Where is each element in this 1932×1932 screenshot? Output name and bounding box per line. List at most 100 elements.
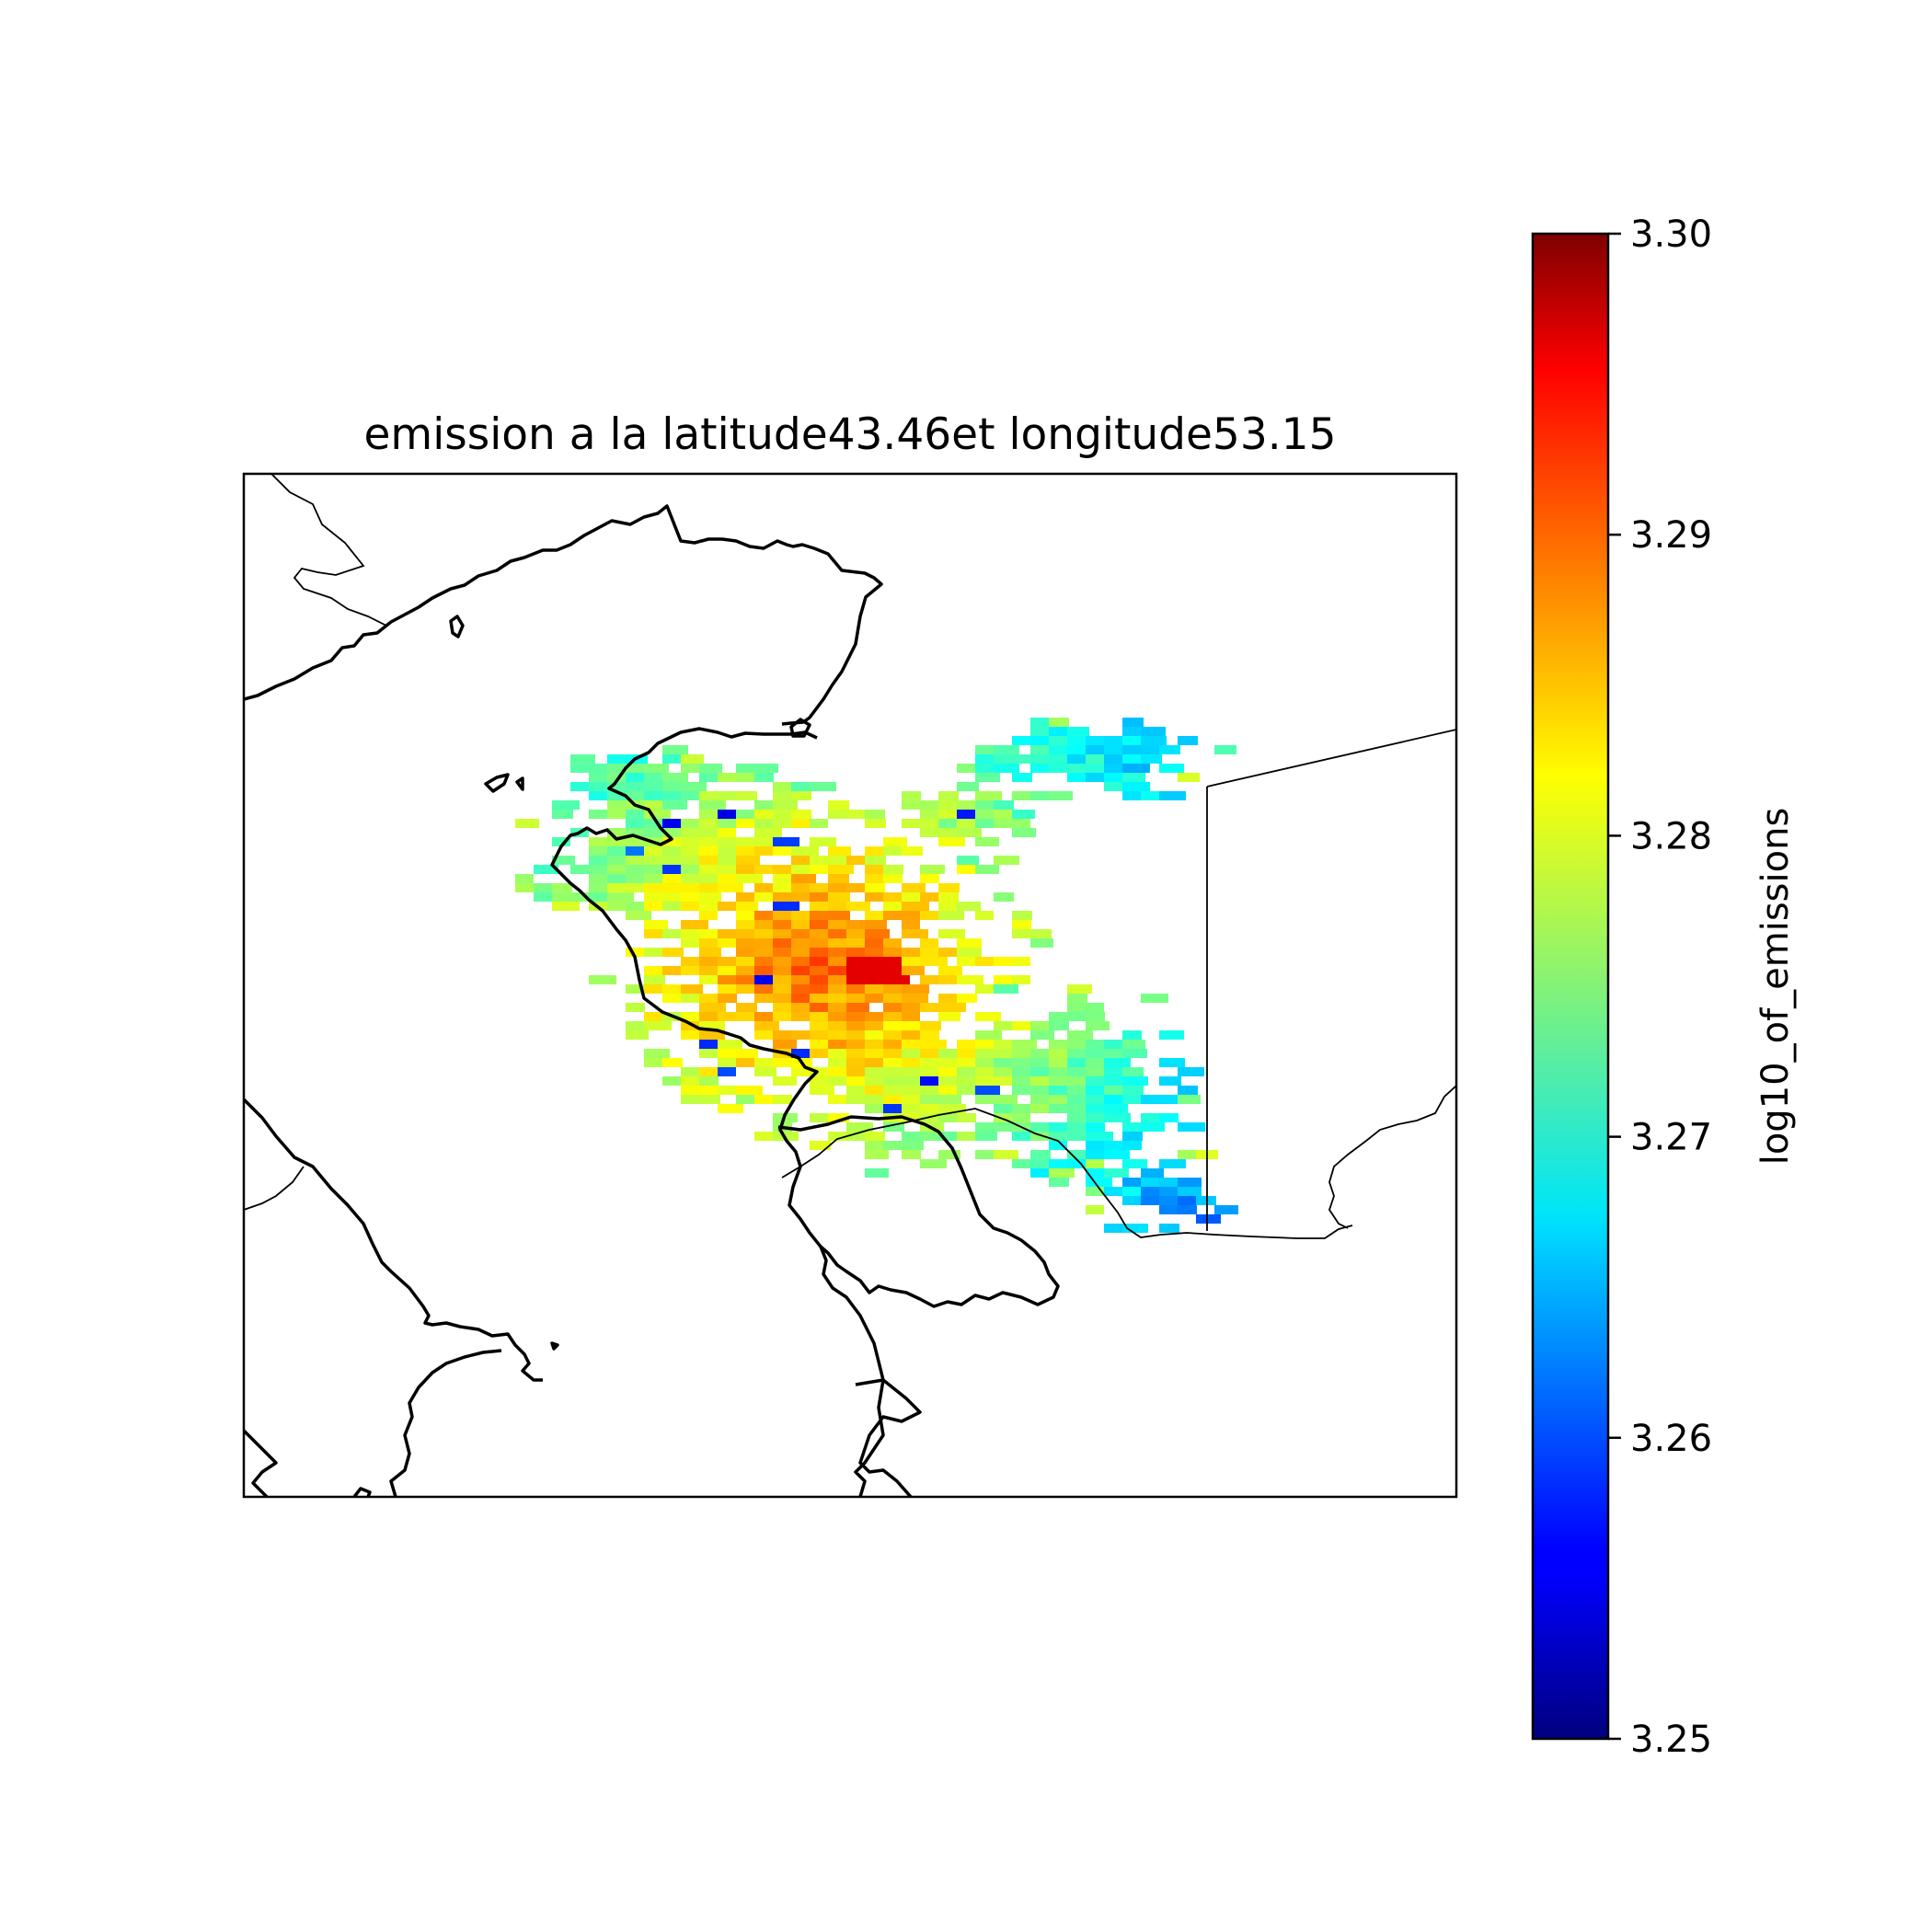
emission-cell (644, 929, 662, 938)
emission-cell (1067, 1095, 1087, 1104)
emission-cell (1086, 1205, 1104, 1214)
emission-cell (1049, 718, 1069, 727)
emission-cell (718, 883, 743, 892)
emission-cell (1141, 1122, 1165, 1132)
emission-cell (828, 957, 847, 966)
emission-cell (754, 764, 778, 773)
emission-cell (754, 1067, 776, 1076)
emission-cell (1049, 1178, 1069, 1187)
emission-cell (846, 938, 868, 948)
emission-cell (754, 1012, 776, 1021)
emission-cell (1159, 1113, 1179, 1122)
emission-cell (902, 1076, 921, 1086)
emission-cell (1122, 1141, 1142, 1150)
emission-cell (791, 810, 811, 819)
emission-cell (1122, 1132, 1143, 1141)
emission-cell (902, 911, 920, 920)
emission-cell (828, 856, 847, 865)
emission-cell (1141, 754, 1162, 764)
emission-cell (736, 1049, 758, 1058)
emission-cell (994, 984, 1018, 994)
emission-cell (975, 1030, 1002, 1040)
border-nw (271, 474, 386, 626)
emission-cell (865, 846, 884, 856)
emission-cell (957, 902, 981, 911)
emission-cell (1122, 773, 1145, 782)
emission-cell (662, 800, 687, 810)
emission-cell (975, 810, 995, 819)
emission-cell (1030, 745, 1049, 754)
emission-cell (1104, 1168, 1129, 1178)
emission-cell (994, 892, 1014, 902)
emission-cell (754, 920, 776, 929)
emission-cell (846, 957, 866, 966)
emission-cell (938, 1012, 960, 1021)
emission-cell (865, 920, 887, 929)
emission-cell (736, 810, 756, 819)
emission-cell (1012, 1159, 1032, 1168)
emission-cell (791, 1012, 812, 1021)
emission-cell (1086, 764, 1107, 773)
island-1 (451, 616, 463, 637)
emission-cell (699, 865, 719, 874)
emission-cell (810, 1049, 829, 1058)
emission-cell (699, 800, 726, 810)
emission-cell (846, 810, 868, 819)
emission-cell (828, 1095, 847, 1104)
emission-cell (810, 1030, 830, 1040)
emission-cell (736, 856, 760, 865)
emission-cell (938, 810, 960, 819)
emission-cell (994, 1113, 1014, 1122)
emission-cell (1030, 1122, 1051, 1132)
emission-cell (1141, 1196, 1161, 1205)
emission-cell (902, 920, 920, 929)
emission-cell (681, 966, 702, 975)
emission-cell (515, 874, 534, 883)
emission-cell (1122, 1159, 1147, 1168)
emission-cell (1012, 975, 1030, 984)
emission-cell (699, 975, 720, 984)
emission-cell (644, 948, 665, 957)
emission-cell (699, 957, 719, 966)
emission-cell (846, 984, 867, 994)
emission-cell (902, 791, 921, 800)
emission-cell (810, 929, 831, 938)
emission-cell (1159, 1187, 1180, 1196)
emission-cell (718, 1067, 736, 1076)
emission-cell (773, 865, 793, 874)
colorbar-gradient (1533, 234, 1608, 1739)
emission-cell (883, 1076, 903, 1086)
emission-cell (865, 856, 886, 865)
emission-cell (865, 1168, 889, 1178)
emission-cell (828, 883, 849, 892)
emission-cell (773, 1095, 792, 1104)
emission-cell (883, 911, 903, 920)
colorbar-tick-label: 3.26 (1630, 1418, 1712, 1460)
emission-cell (736, 791, 757, 800)
emission-cell (718, 984, 739, 994)
emission-cell (773, 902, 799, 911)
emission-cell (791, 846, 819, 856)
emission-cell (736, 764, 756, 773)
emission-cell (828, 938, 849, 948)
emission-cell (1049, 1122, 1067, 1132)
emission-cell (846, 902, 870, 911)
island-3 (486, 775, 508, 791)
emission-cell (938, 911, 964, 920)
emission-cell (902, 929, 928, 938)
emission-cell (957, 975, 983, 984)
emission-cell (1104, 1104, 1128, 1113)
emission-cell (1086, 1122, 1105, 1132)
emission-cell (662, 984, 684, 994)
emission-cell (994, 1150, 1018, 1159)
emission-cell (1159, 745, 1180, 754)
emission-cell (1067, 984, 1092, 994)
emission-cell (1178, 1187, 1202, 1196)
emission-cell (1012, 828, 1036, 837)
emission-cell (920, 1076, 940, 1086)
emission-cell (1214, 745, 1236, 754)
emission-cell (1122, 782, 1150, 791)
emission-cell (1178, 1086, 1198, 1095)
emission-cell (920, 1030, 939, 1040)
